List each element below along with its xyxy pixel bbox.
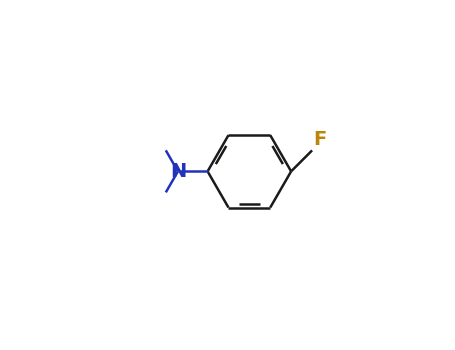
Text: N: N [170,162,186,181]
Text: F: F [313,130,327,149]
